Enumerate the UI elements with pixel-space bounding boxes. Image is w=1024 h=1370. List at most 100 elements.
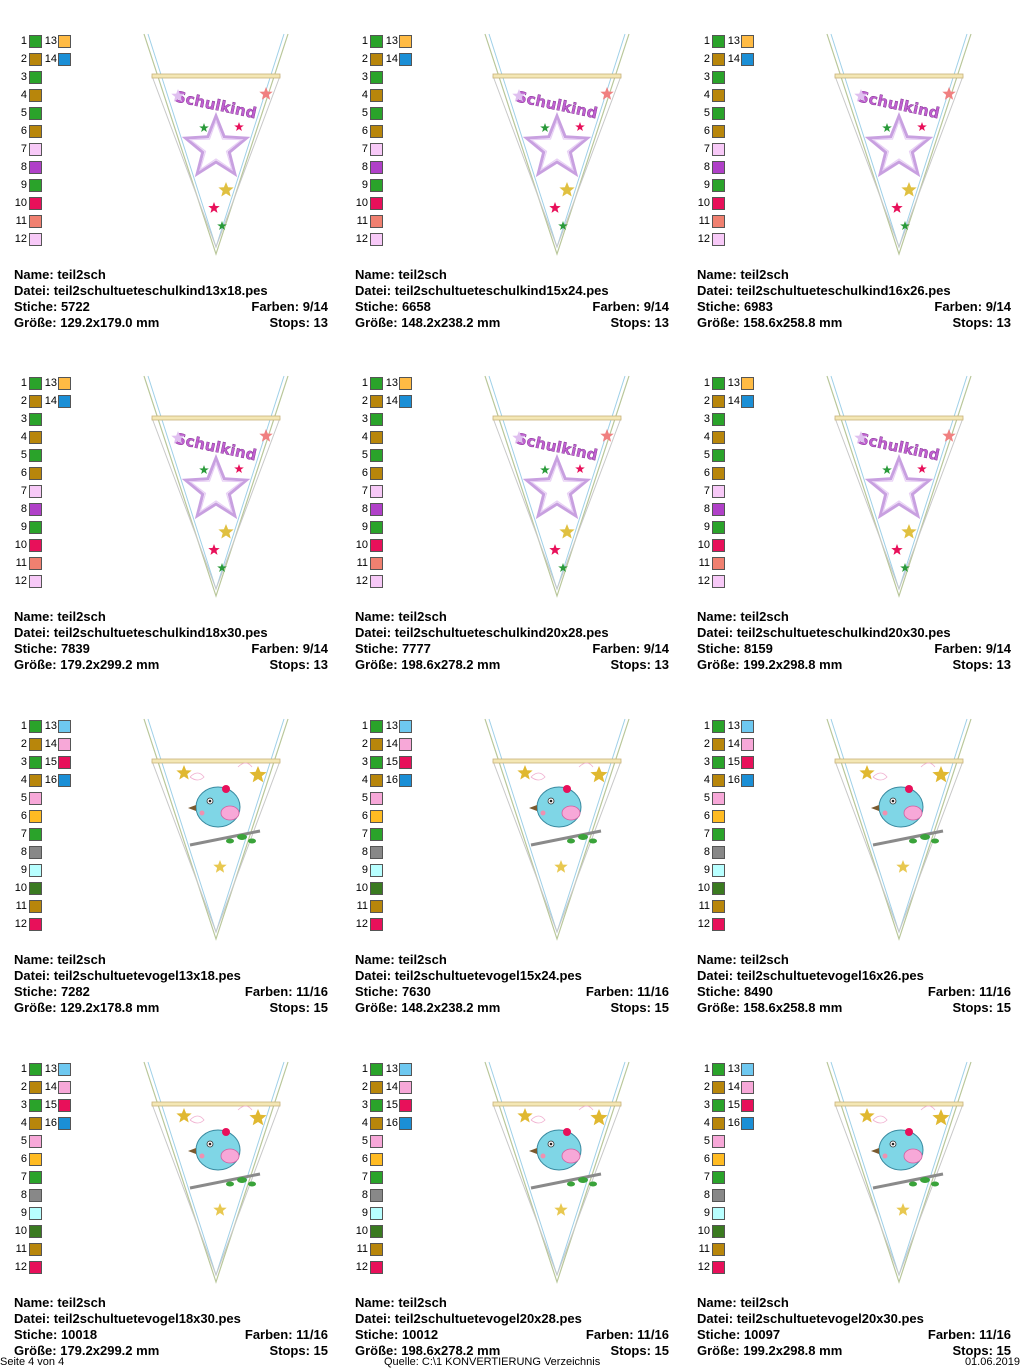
design-size: Größe: 148.2x238.2 mm (355, 1000, 501, 1015)
swatch-number: 4 (20, 1117, 27, 1129)
swatch-color-box (29, 1225, 42, 1238)
embroidery-preview: Schulkind (484, 33, 630, 256)
swatch-color-box (399, 1117, 412, 1130)
swatch-color-box (370, 1225, 383, 1238)
swatch-number: 14 (44, 53, 57, 65)
color-count: Farben: 11/16 (585, 984, 669, 999)
swatch-number: 7 (20, 143, 27, 155)
swatch-color-box (370, 738, 383, 751)
swatch-color-box (370, 215, 383, 228)
swatch-number: 14 (727, 395, 740, 407)
design-name: Name: teil2sch (355, 1295, 447, 1310)
swatch-number: 1 (20, 720, 27, 732)
swatch-number: 12 (697, 575, 710, 587)
stop-count: Stops: 13 (610, 315, 669, 330)
swatch-number: 13 (44, 1063, 57, 1075)
swatch-color-box (370, 125, 383, 138)
swatch-color-box (370, 521, 383, 534)
swatch-number: 6 (20, 1153, 27, 1165)
swatch-color-box (741, 377, 754, 390)
swatch-number: 12 (697, 918, 710, 930)
swatch-number: 3 (20, 756, 27, 768)
swatch-color-box (29, 864, 42, 877)
swatch-number: 16 (44, 774, 57, 786)
swatch-color-box (712, 792, 725, 805)
swatch-number: 7 (703, 143, 710, 155)
swatch-color-box (370, 575, 383, 588)
design-file: Datei: teil2schultuetevogel15x24.pes (355, 968, 582, 983)
design-name: Name: teil2sch (697, 1295, 789, 1310)
color-swatch-list: 1 13 2 14 3 4 5 6 7 8 9 10 11 12 (683, 34, 773, 250)
swatch-number: 2 (361, 738, 368, 750)
color-swatch-list: 1 13 2 14 3 15 4 16 5 6 7 8 9 10 11 12 (341, 719, 431, 935)
swatch-color-box (712, 125, 725, 138)
swatch-color-box (29, 1063, 42, 1076)
swatch-color-box (712, 828, 725, 841)
stitch-count: Stiche: 8159 (697, 641, 773, 656)
swatch-color-box (29, 792, 42, 805)
swatch-number: 13 (727, 35, 740, 47)
swatch-number: 10 (355, 539, 368, 551)
swatch-color-box (29, 485, 42, 498)
color-count: Farben: 9/14 (592, 641, 669, 656)
swatch-number: 14 (44, 1081, 57, 1093)
swatch-number: 12 (697, 233, 710, 245)
color-swatch-list: 1 13 2 14 3 4 5 6 7 8 9 10 11 12 (341, 376, 431, 592)
swatch-color-box (29, 1207, 42, 1220)
stitch-count: Stiche: 10097 (697, 1327, 781, 1342)
stitch-count: Stiche: 6658 (355, 299, 431, 314)
swatch-color-box (712, 1189, 725, 1202)
color-count: Farben: 11/16 (927, 1327, 1011, 1342)
swatch-color-box (712, 575, 725, 588)
swatch-color-box (370, 918, 383, 931)
swatch-number: 8 (20, 846, 27, 858)
swatch-number: 7 (361, 485, 368, 497)
swatch-number: 4 (20, 774, 27, 786)
stop-count: Stops: 13 (269, 657, 328, 672)
swatch-number: 11 (15, 900, 27, 912)
swatch-number: 14 (44, 395, 57, 407)
stop-count: Stops: 13 (610, 657, 669, 672)
swatch-color-box (370, 774, 383, 787)
swatch-color-box (29, 1189, 42, 1202)
swatch-color-box (741, 35, 754, 48)
embroidery-preview: Schulkind (143, 375, 289, 598)
design-card: 1 13 2 14 3 4 5 6 7 8 9 10 11 12 Schulkind Name: teil2s… (0, 8, 330, 338)
swatch-color-box (712, 431, 725, 444)
swatch-number: 2 (20, 395, 27, 407)
swatch-color-box (29, 1153, 42, 1166)
swatch-color-box (29, 539, 42, 552)
swatch-number: 5 (20, 107, 27, 119)
swatch-number: 3 (20, 71, 27, 83)
swatch-number: 4 (361, 431, 368, 443)
embroidery-preview (826, 1061, 972, 1284)
swatch-number: 5 (361, 107, 368, 119)
design-card: 1 13 2 14 3 15 4 16 5 6 7 8 9 10 11 12 Name: teil2sch Dat… (0, 693, 330, 1023)
swatch-color-box (741, 53, 754, 66)
swatch-color-box (370, 395, 383, 408)
swatch-number: 13 (385, 35, 398, 47)
swatch-color-box (712, 503, 725, 516)
design-info: Name: teil2sch Datei: teil2schultueteschu… (14, 609, 328, 673)
swatch-color-box (741, 756, 754, 769)
swatch-number: 7 (361, 1171, 368, 1183)
swatch-number: 10 (355, 1225, 368, 1237)
swatch-number: 3 (703, 1099, 710, 1111)
swatch-color-box (370, 449, 383, 462)
design-card: 1 13 2 14 3 15 4 16 5 6 7 8 9 10 11 12 Name: teil2sch Dat… (341, 1036, 671, 1366)
swatch-number: 10 (14, 539, 27, 551)
swatch-color-box (741, 395, 754, 408)
swatch-color-box (712, 395, 725, 408)
swatch-color-box (399, 35, 412, 48)
swatch-color-box (741, 720, 754, 733)
design-info: Name: teil2sch Datei: teil2schultueteschu… (697, 267, 1011, 331)
swatch-number: 11 (698, 1243, 710, 1255)
color-count: Farben: 11/16 (244, 984, 328, 999)
swatch-number: 13 (44, 720, 57, 732)
swatch-color-box (712, 71, 725, 84)
swatch-color-box (58, 1063, 71, 1076)
stop-count: Stops: 13 (269, 315, 328, 330)
swatch-number: 10 (14, 882, 27, 894)
design-card: 1 13 2 14 3 15 4 16 5 6 7 8 9 10 11 12 Name: teil2sch Dat… (0, 1036, 330, 1366)
color-count: Farben: 11/16 (927, 984, 1011, 999)
